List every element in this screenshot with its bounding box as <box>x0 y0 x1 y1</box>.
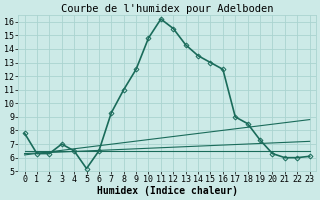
Title: Courbe de l'humidex pour Adelboden: Courbe de l'humidex pour Adelboden <box>61 4 273 14</box>
X-axis label: Humidex (Indice chaleur): Humidex (Indice chaleur) <box>97 186 237 196</box>
